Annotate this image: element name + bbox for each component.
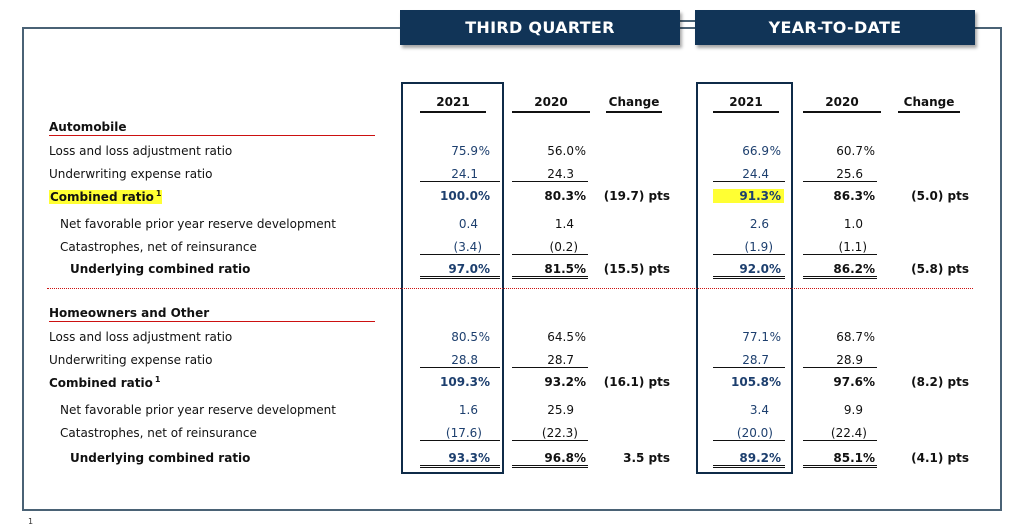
row-label-prior-year-development: Net favorable prior year reserve develop… — [60, 403, 336, 417]
table-cell: 3.4 — [749, 403, 769, 417]
table-cell: 93.3% — [420, 451, 500, 468]
table-cell: 24.1 — [420, 167, 500, 182]
table-cell: 92.0% — [713, 262, 785, 279]
table-cell: 97.6% — [833, 375, 876, 389]
table-cell: (0.2) — [512, 240, 588, 255]
table-cell: 28.7 — [512, 353, 588, 368]
col-y2021: 2021 — [713, 95, 779, 113]
year-to-date-header: YEAR-TO-DATE — [695, 10, 975, 45]
table-cell: 96.8% — [512, 451, 588, 468]
row-label-loss-ratio: Loss and loss adjustment ratio — [49, 330, 233, 344]
table-cell: 93.2% — [544, 375, 587, 389]
table-cell: 1.0 — [843, 217, 863, 231]
change-cell: (4.1) pts — [911, 451, 969, 465]
table-cell: 75.9% — [451, 144, 490, 158]
third-quarter-header: THIRD QUARTER — [400, 10, 680, 45]
change-cell: 3.5 pts — [623, 451, 670, 465]
table-cell: 77.1% — [742, 330, 781, 344]
row-label-prior-year-development: Net favorable prior year reserve develop… — [60, 217, 336, 231]
table-cell: 1.6 — [458, 403, 478, 417]
table-cell: (1.9) — [713, 240, 785, 255]
table-cell: (22.3) — [512, 426, 588, 441]
col-y2020: 2020 — [803, 95, 881, 113]
col-q2021: 2021 — [420, 95, 486, 113]
row-label-underwriting-ratio: Underwriting expense ratio — [49, 167, 213, 181]
table-cell: 80.5% — [451, 330, 490, 344]
section-title-homeowners: Homeowners and Other — [49, 306, 375, 322]
table-cell: 85.1% — [803, 451, 877, 468]
row-label-combined-ratio: Combined ratio 1 — [49, 375, 161, 390]
ytd2021-highlight-box — [696, 82, 793, 474]
col-q2020: 2020 — [512, 95, 590, 113]
table-cell: (3.4) — [420, 240, 500, 255]
table-cell: 28.7 — [713, 353, 785, 368]
table-cell: 80.3% — [544, 189, 587, 203]
table-cell: 86.2% — [803, 262, 877, 279]
table-cell: 91.3% — [713, 189, 784, 203]
q2021-highlight-box — [401, 82, 504, 474]
section-title-automobile: Automobile — [49, 120, 375, 136]
table-cell: (17.6) — [420, 426, 500, 441]
col-qchange: Change — [606, 95, 662, 113]
row-label-catastrophes: Catastrophes, net of reinsurance — [60, 240, 257, 254]
change-cell: (15.5) pts — [603, 262, 670, 276]
table-cell: 109.3% — [440, 375, 491, 389]
table-cell: 105.8% — [731, 375, 782, 389]
table-cell: 28.8 — [420, 353, 500, 368]
change-cell: (5.0) pts — [911, 189, 969, 203]
table-cell: (20.0) — [713, 426, 785, 441]
col-ychange: Change — [898, 95, 960, 113]
table-cell: 24.3 — [512, 167, 588, 182]
header-connector — [680, 20, 695, 22]
row-label-loss-ratio: Loss and loss adjustment ratio — [49, 144, 233, 158]
row-label-underlying-combined-ratio: Underlying combined ratio — [70, 262, 251, 276]
row-label-underwriting-ratio: Underwriting expense ratio — [49, 353, 213, 367]
table-cell: 56.0% — [547, 144, 586, 158]
table-cell: 68.7% — [836, 330, 875, 344]
change-cell: (19.7) pts — [603, 189, 670, 203]
table-cell: (1.1) — [803, 240, 877, 255]
table-cell: 9.9 — [843, 403, 863, 417]
row-label-underlying-combined-ratio: Underlying combined ratio — [70, 451, 251, 465]
table-cell: 2.6 — [749, 217, 769, 231]
table-cell: 25.9 — [547, 403, 574, 417]
row-label-combined-ratio: Combined ratio 1 — [49, 189, 163, 204]
table-cell: 66.9% — [742, 144, 781, 158]
change-cell: (5.8) pts — [911, 262, 969, 276]
footnote-mark: 1 — [28, 517, 34, 526]
table-cell: 28.9 — [803, 353, 877, 368]
table-cell: 60.7% — [836, 144, 875, 158]
table-cell: 81.5% — [512, 262, 588, 279]
table-cell: 100.0% — [440, 189, 491, 203]
table-cell: 64.5% — [547, 330, 586, 344]
table-cell: 89.2% — [713, 451, 785, 468]
row-label-catastrophes: Catastrophes, net of reinsurance — [60, 426, 257, 440]
change-cell: (8.2) pts — [911, 375, 969, 389]
table-cell: 0.4 — [458, 217, 478, 231]
table-cell: (22.4) — [803, 426, 877, 441]
table-cell: 97.0% — [420, 262, 500, 279]
table-cell: 25.6 — [803, 167, 877, 182]
section-divider — [47, 288, 973, 289]
table-cell: 1.4 — [554, 217, 574, 231]
table-cell: 24.4 — [713, 167, 785, 182]
table-cell: 86.3% — [833, 189, 876, 203]
change-cell: (16.1) pts — [603, 375, 670, 389]
